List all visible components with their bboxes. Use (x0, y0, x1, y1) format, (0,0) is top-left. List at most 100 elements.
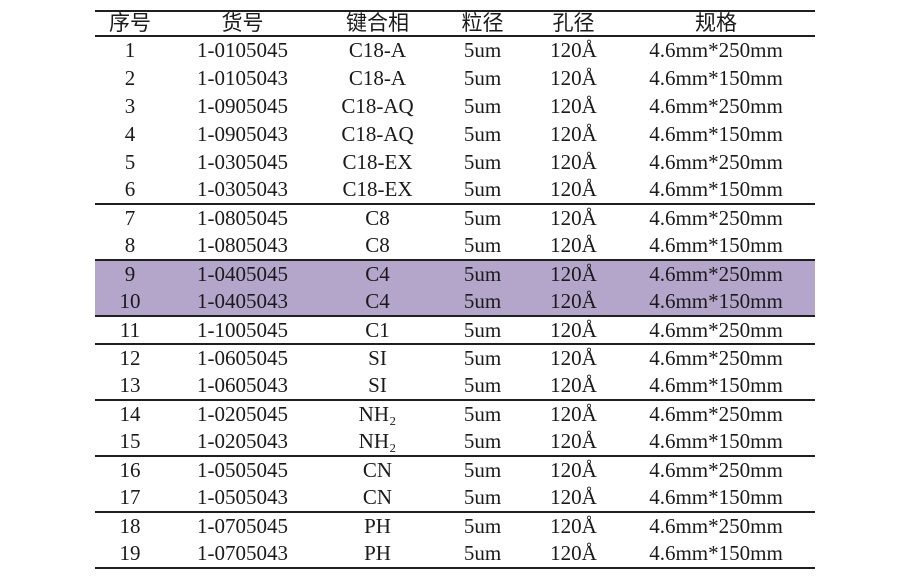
bonded-phase-cell: C1 (365, 317, 390, 342)
pore-size-cell: 120Å (550, 65, 597, 90)
bonded-phase-cell: C8 (365, 233, 390, 257)
specification-cell: 4.6mm*250mm (649, 149, 783, 174)
bonded-phase-cell: PH (364, 541, 391, 565)
table-row[interactable]: 2 1-0105043 C18-A 5um 120Å 4.6mm*150mm (95, 64, 815, 92)
table-row[interactable]: 14 1-0205045 NH₂ 5um 120Å 4.6mm*250mm (95, 400, 815, 428)
table-row[interactable]: 1 1-0105045 C18-A 5um 120Å 4.6mm*250mm (95, 36, 815, 64)
bonded-phase-cell: C18-EX (342, 149, 413, 174)
item-number-cell: 1-0405043 (197, 289, 288, 313)
item-number-cell: 1-0305043 (197, 177, 288, 201)
item-number-cell: 1-0205043 (197, 429, 288, 453)
item-number-cell: 1-0105045 (197, 38, 288, 62)
pore-size-cell: 120Å (550, 541, 597, 565)
table-row[interactable]: 15 1-0205043 NH₂ 5um 120Å 4.6mm*150mm (95, 428, 815, 456)
item-number-cell: 1-0905043 (197, 121, 288, 146)
pore-size-cell: 120Å (550, 121, 597, 146)
pore-size-cell: 120Å (550, 485, 597, 509)
particle-size-cell: 5um (463, 289, 502, 313)
serial-cell: 11 (119, 317, 141, 342)
particle-size-cell: 5um (463, 149, 502, 174)
bonded-phase-cell: C8 (365, 206, 390, 230)
pore-size-cell: 120Å (550, 346, 597, 370)
specification-cell: 4.6mm*150mm (649, 541, 783, 565)
specification-cell: 4.6mm*150mm (649, 233, 783, 257)
serial-cell: 4 (124, 121, 136, 146)
item-number-cell: 1-0205045 (197, 402, 288, 426)
specification-cell: 4.6mm*250mm (649, 514, 783, 538)
pore-size-cell: 120Å (550, 206, 597, 230)
serial-cell: 13 (119, 373, 141, 397)
particle-size-cell: 5um (463, 485, 502, 509)
particle-size-cell: 5um (463, 262, 502, 286)
table-row[interactable]: 13 1-0605043 SI 5um 120Å 4.6mm*150mm (95, 372, 815, 400)
bonded-phase-cell: SI (368, 346, 387, 370)
particle-size-cell: 5um (463, 177, 502, 201)
bonded-phase-cell: CN (362, 485, 393, 509)
particle-size-cell: 5um (463, 402, 502, 426)
item-number-cell: 1-0105043 (197, 65, 288, 90)
bonded-phase-cell: NH₂ (358, 402, 397, 426)
table-row-highlighted[interactable]: 10 1-0405043 C4 5um 120Å 4.6mm*150mm (95, 288, 815, 316)
column-spec-table: 序号 货号 键合相 粒径 孔径 规格 1 1-0105045 C18-A 5um… (95, 10, 815, 569)
table-row-highlighted[interactable]: 9 1-0405045 C4 5um 120Å 4.6mm*250mm (95, 260, 815, 288)
pore-size-cell: 120Å (550, 93, 597, 118)
table-row[interactable]: 4 1-0905043 C18-AQ 5um 120Å 4.6mm*150mm (95, 120, 815, 148)
pore-size-cell: 120Å (550, 458, 597, 482)
serial-cell: 9 (124, 262, 136, 286)
serial-cell: 10 (119, 289, 141, 313)
particle-size-cell: 5um (463, 233, 502, 257)
table-row[interactable]: 6 1-0305043 C18-EX 5um 120Å 4.6mm*150mm (95, 176, 815, 204)
serial-cell: 16 (119, 458, 141, 482)
bonded-phase-cell: CN (362, 458, 393, 482)
table-row[interactable]: 11 1-1005045 C1 5um 120Å 4.6mm*250mm (95, 316, 815, 344)
item-number-cell: 1-1005045 (197, 317, 288, 342)
pore-size-cell: 120Å (550, 402, 597, 426)
specification-cell: 4.6mm*250mm (649, 38, 783, 62)
particle-size-cell: 5um (463, 317, 502, 342)
particle-size-cell: 5um (463, 541, 502, 565)
pore-size-cell: 120Å (550, 373, 597, 397)
particle-size-cell: 5um (463, 121, 502, 146)
item-number-cell: 1-0505043 (197, 485, 288, 509)
serial-cell: 8 (124, 233, 136, 257)
serial-cell: 5 (124, 149, 136, 174)
pore-size-cell: 120Å (550, 317, 597, 342)
serial-cell: 17 (119, 485, 141, 509)
specification-cell: 4.6mm*150mm (649, 121, 783, 146)
table-row[interactable]: 7 1-0805045 C8 5um 120Å 4.6mm*250mm (95, 204, 815, 232)
bonded-phase-cell: PH (364, 514, 391, 538)
item-number-cell: 1-0705045 (197, 514, 288, 538)
particle-size-cell: 5um (463, 458, 502, 482)
item-number-cell: 1-0805043 (197, 233, 288, 257)
bonded-phase-cell: NH₂ (358, 429, 397, 453)
bonded-phase-cell: C18-EX (342, 177, 413, 201)
serial-cell: 19 (119, 541, 141, 565)
specification-cell: 4.6mm*150mm (649, 65, 783, 90)
particle-size-cell: 5um (463, 65, 502, 90)
item-number-cell: 1-0405045 (197, 262, 288, 286)
column-header-specification: 规格 (695, 11, 737, 35)
pore-size-cell: 120Å (550, 149, 597, 174)
specification-cell: 4.6mm*150mm (649, 485, 783, 509)
table-row[interactable]: 16 1-0505045 CN 5um 120Å 4.6mm*250mm (95, 456, 815, 484)
bonded-phase-cell: C18-AQ (341, 93, 414, 118)
pore-size-cell: 120Å (550, 514, 597, 538)
specification-cell: 4.6mm*150mm (649, 177, 783, 201)
table-row[interactable]: 19 1-0705043 PH 5um 120Å 4.6mm*150mm (95, 540, 815, 568)
serial-cell: 15 (119, 429, 141, 453)
specification-cell: 4.6mm*250mm (649, 93, 783, 118)
table-row[interactable]: 18 1-0705045 PH 5um 120Å 4.6mm*250mm (95, 512, 815, 540)
bonded-phase-cell: C18-A (348, 38, 407, 62)
bonded-phase-cell: C18-AQ (341, 121, 414, 146)
table-row[interactable]: 12 1-0605045 SI 5um 120Å 4.6mm*250mm (95, 344, 815, 372)
table-row[interactable]: 17 1-0505043 CN 5um 120Å 4.6mm*150mm (95, 484, 815, 512)
particle-size-cell: 5um (463, 38, 502, 62)
particle-size-cell: 5um (463, 93, 502, 118)
item-number-cell: 1-0605043 (197, 373, 288, 397)
specification-cell: 4.6mm*250mm (649, 317, 783, 342)
serial-cell: 7 (124, 206, 136, 230)
table-row[interactable]: 3 1-0905045 C18-AQ 5um 120Å 4.6mm*250mm (95, 92, 815, 120)
table-row[interactable]: 5 1-0305045 C18-EX 5um 120Å 4.6mm*250mm (95, 148, 815, 176)
table-row[interactable]: 8 1-0805043 C8 5um 120Å 4.6mm*150mm (95, 232, 815, 260)
